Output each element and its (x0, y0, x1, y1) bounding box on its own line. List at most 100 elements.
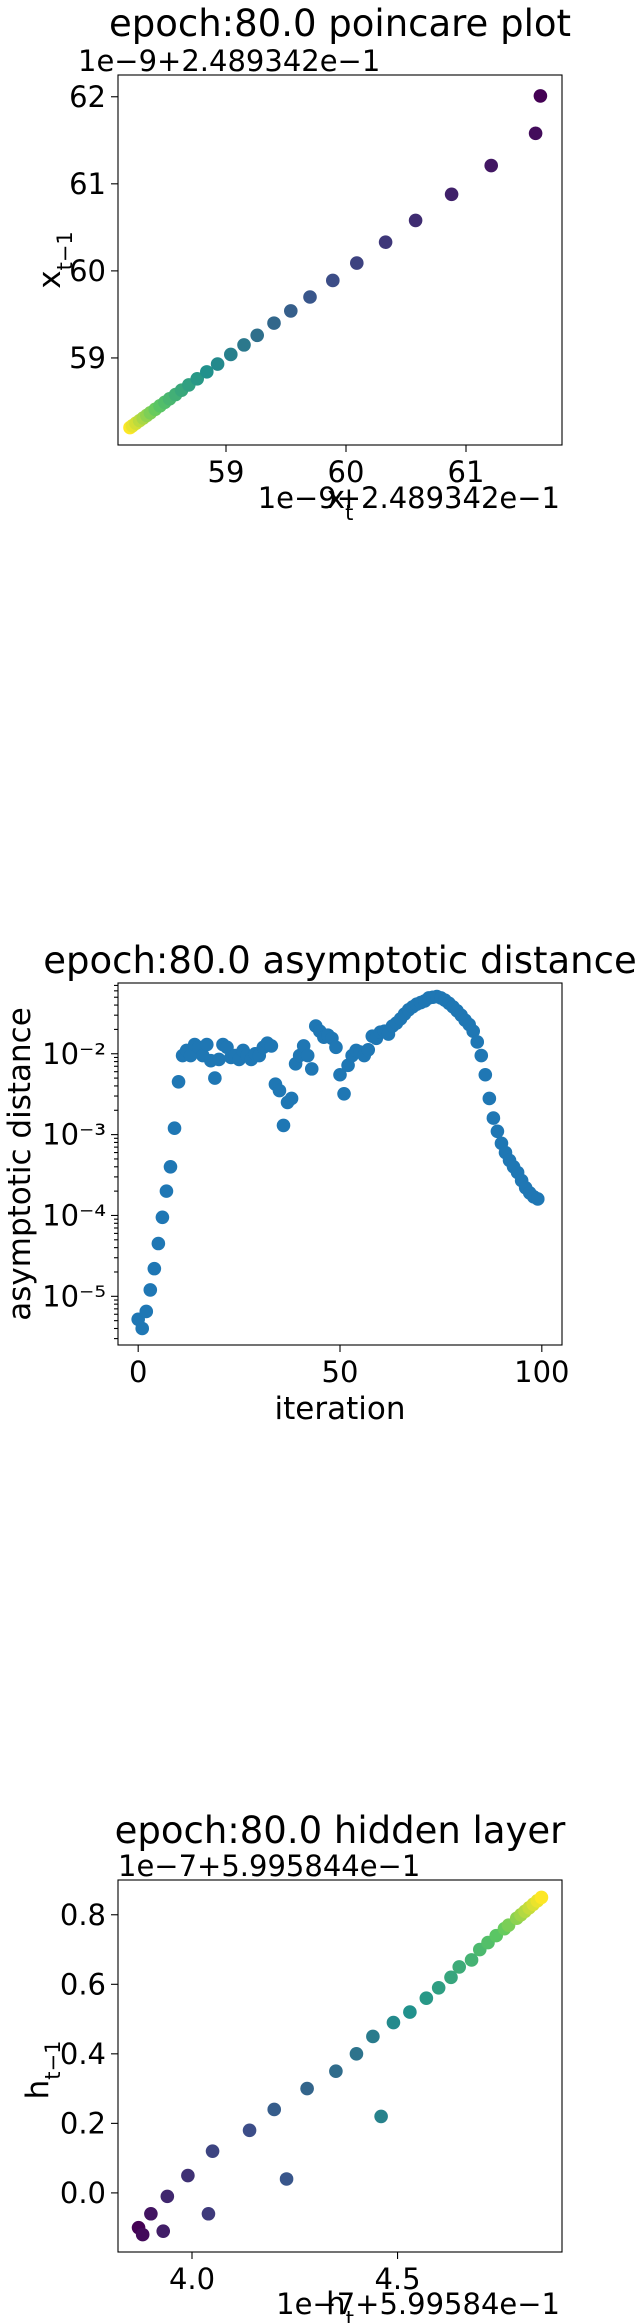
data-point (159, 1184, 174, 1198)
data-point (163, 1159, 178, 1174)
y-ticks: 10⁻⁵ 10⁻⁴ 10⁻³ 10⁻² (42, 984, 118, 1340)
data-point (144, 2206, 158, 2221)
data-points (123, 89, 548, 435)
x-ticks: 59 60 61 (208, 445, 485, 489)
x-ticks: 4.0 4.5 (169, 2252, 421, 2296)
x-ticks: 0 50 100 (129, 1345, 569, 1389)
y-tick-label: 0.4 (60, 2037, 106, 2071)
data-point (533, 89, 548, 103)
data-point (190, 372, 204, 386)
data-point (143, 1283, 158, 1297)
y-tick-label: 10⁻⁴ (42, 1198, 106, 1232)
data-point (374, 2109, 388, 2124)
data-point (482, 1091, 497, 1106)
data-point (155, 1210, 170, 1225)
data-point (408, 213, 423, 228)
y-axis-label: asymptotic distance (2, 1007, 38, 1321)
data-point (135, 1321, 150, 1336)
data-points (131, 989, 545, 1336)
data-point (474, 1048, 489, 1063)
data-point (276, 1118, 291, 1133)
chart-title: epoch:80.0 asymptotic distance (43, 939, 636, 982)
data-point (237, 338, 251, 352)
data-point (151, 1236, 166, 1251)
data-point (452, 1960, 467, 1974)
data-point (300, 1048, 315, 1063)
y-tick-label: 0.6 (60, 1967, 106, 2001)
data-point (264, 1039, 279, 1053)
poincare-plot-chart: epoch:80.0 poincare plot 1e−9+2.489342e−… (32, 2, 571, 525)
data-point (378, 235, 393, 249)
data-point (267, 316, 281, 330)
x-tick-label: 100 (514, 1355, 569, 1389)
data-point (210, 357, 225, 371)
data-point (366, 2029, 380, 2044)
y-tick-label: 0.2 (60, 2106, 106, 2140)
x-axis-label: iteration (275, 1391, 406, 1427)
data-point (350, 256, 364, 270)
y-tick-label: 10⁻⁵ (42, 1279, 106, 1313)
x-offset-text: 1e−7+5.99584e−1 (276, 2287, 560, 2321)
y-tick-label: 59 (69, 341, 106, 375)
asymptotic-distance-chart: epoch:80.0 asymptotic distance 0 50 100 10… (2, 939, 636, 1427)
data-point (181, 2168, 195, 2183)
y-offset-text: 1e−7+5.995844e−1 (118, 1849, 420, 1883)
data-point (337, 1086, 351, 1101)
data-point (212, 1052, 226, 1067)
data-point (386, 2015, 401, 2030)
chart-title: epoch:80.0 hidden layer (115, 1809, 567, 1852)
chart-title: epoch:80.0 poincare plot (109, 2, 571, 45)
data-point (478, 1067, 493, 1082)
data-point (156, 2224, 171, 2238)
data-point (279, 2172, 294, 2186)
data-point (224, 347, 238, 362)
data-point (272, 1083, 287, 1098)
data-point (419, 1991, 434, 2006)
data-point (147, 1261, 162, 1276)
data-point (171, 1074, 186, 1089)
x-tick-label: 59 (208, 455, 245, 489)
y-ticks: 59 60 61 62 (69, 80, 118, 375)
x-tick-label: 4.0 (169, 2262, 215, 2296)
x-offset-text: 1e−9+2.489342e−1 (258, 481, 560, 515)
data-point (349, 2047, 364, 2061)
data-point (528, 126, 543, 141)
data-point (201, 2206, 216, 2221)
data-point (139, 1304, 154, 1319)
data-point (284, 304, 298, 318)
x-tick-label: 61 (448, 455, 485, 489)
y-offset-text: 1e−9+2.489342e−1 (78, 44, 380, 78)
data-points (131, 1890, 549, 2242)
data-point (284, 1091, 299, 1106)
y-ticks: 0.0 0.2 0.4 0.6 0.8 (60, 1898, 118, 2210)
data-point (470, 1035, 485, 1049)
data-point (486, 1111, 501, 1125)
y-tick-label: 62 (69, 80, 106, 114)
data-point (361, 1042, 376, 1057)
y-tick-label: 0.0 (60, 2176, 106, 2210)
data-point (267, 2102, 282, 2117)
data-point (135, 2227, 150, 2242)
data-point (534, 1890, 549, 1905)
data-point (333, 1067, 347, 1082)
data-point (200, 365, 214, 379)
data-point (160, 2189, 175, 2204)
data-point (490, 1124, 505, 1139)
data-point (466, 1024, 481, 1039)
data-point (167, 1121, 182, 1136)
data-point (300, 2081, 314, 2096)
data-point (444, 1970, 458, 1985)
data-point (484, 158, 499, 173)
x-tick-label: 4.5 (374, 2262, 420, 2296)
x-tick-label: 60 (328, 455, 365, 489)
x-tick-label: 0 (129, 1355, 147, 1389)
plot-frame (117, 74, 563, 446)
data-point (303, 290, 317, 304)
data-point (530, 1192, 545, 1206)
y-tick-label: 61 (69, 167, 106, 201)
data-point (329, 2064, 343, 2079)
data-point (205, 2144, 220, 2158)
data-point (444, 187, 459, 202)
x-tick-label: 50 (322, 1355, 359, 1389)
